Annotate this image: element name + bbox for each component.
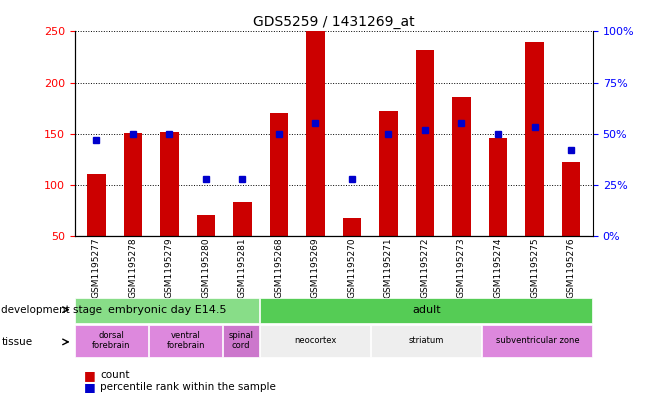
- Text: spinal
cord: spinal cord: [229, 331, 253, 350]
- Bar: [233, 202, 251, 236]
- Text: striatum: striatum: [409, 336, 444, 345]
- Bar: [124, 132, 142, 236]
- Text: development stage: development stage: [1, 305, 102, 315]
- Bar: [197, 215, 215, 236]
- Bar: [343, 219, 361, 236]
- Bar: [75, 298, 259, 323]
- Bar: [482, 325, 592, 356]
- Text: subventricular zone: subventricular zone: [496, 336, 579, 345]
- Bar: [307, 31, 325, 236]
- Bar: [270, 113, 288, 236]
- Bar: [452, 97, 470, 236]
- Title: GDS5259 / 1431269_at: GDS5259 / 1431269_at: [253, 15, 415, 29]
- Text: count: count: [100, 370, 130, 380]
- Bar: [260, 325, 370, 356]
- Text: embryonic day E14.5: embryonic day E14.5: [108, 305, 226, 315]
- Text: ■: ■: [84, 369, 96, 382]
- Text: adult: adult: [412, 305, 441, 315]
- Bar: [223, 325, 259, 356]
- Text: neocortex: neocortex: [294, 336, 336, 345]
- Text: dorsal
forebrain: dorsal forebrain: [92, 331, 131, 350]
- Bar: [149, 325, 222, 356]
- Text: percentile rank within the sample: percentile rank within the sample: [100, 382, 276, 392]
- Bar: [489, 138, 507, 236]
- Text: ventral
forebrain: ventral forebrain: [167, 331, 205, 350]
- Bar: [416, 50, 434, 236]
- Bar: [371, 325, 481, 356]
- Bar: [87, 174, 106, 236]
- Bar: [75, 325, 148, 356]
- Text: tissue: tissue: [1, 337, 32, 347]
- Bar: [562, 162, 580, 236]
- Text: ■: ■: [84, 380, 96, 393]
- Bar: [379, 111, 398, 236]
- Bar: [160, 132, 179, 236]
- Bar: [260, 298, 592, 323]
- Bar: [526, 42, 544, 236]
